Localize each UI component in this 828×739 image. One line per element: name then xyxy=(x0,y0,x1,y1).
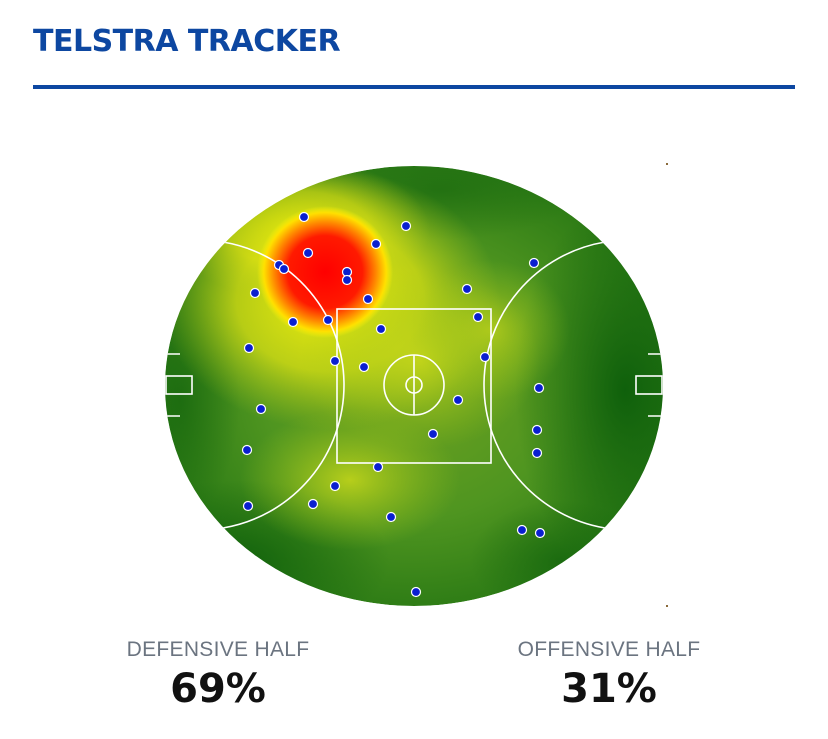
position-marker xyxy=(302,247,314,259)
position-marker xyxy=(427,428,439,440)
position-marker xyxy=(372,461,384,473)
offensive-half-label: OFFENSIVE HALF xyxy=(517,638,701,661)
offensive-half-value: 31% xyxy=(561,666,657,712)
centre-square xyxy=(336,308,492,464)
field-markings xyxy=(165,241,663,529)
position-marker xyxy=(329,355,341,367)
position-marker xyxy=(400,220,412,232)
position-marker xyxy=(278,263,290,275)
position-marker xyxy=(531,424,543,436)
position-marker xyxy=(287,316,299,328)
heat-layer xyxy=(165,166,663,606)
right-goal-square xyxy=(635,375,663,395)
position-marker xyxy=(298,211,310,223)
position-marker xyxy=(472,311,484,323)
position-marker xyxy=(329,480,341,492)
right-50m-arc xyxy=(483,241,606,529)
page-title: TELSTRA TRACKER xyxy=(33,24,341,59)
position-markers xyxy=(241,211,546,598)
position-marker xyxy=(452,394,464,406)
position-marker xyxy=(241,444,253,456)
position-marker xyxy=(341,274,353,286)
position-marker xyxy=(410,586,422,598)
position-marker xyxy=(461,283,473,295)
position-marker xyxy=(249,287,261,299)
left-goal-square xyxy=(165,375,193,395)
position-marker xyxy=(358,361,370,373)
position-marker xyxy=(307,498,319,510)
position-marker xyxy=(255,403,267,415)
position-marker xyxy=(375,323,387,335)
position-marker xyxy=(531,447,543,459)
position-marker xyxy=(242,500,254,512)
corner-mark xyxy=(666,163,668,165)
corner-mark xyxy=(666,605,668,607)
title-divider xyxy=(33,85,795,89)
position-marker xyxy=(533,382,545,394)
position-marker xyxy=(479,351,491,363)
position-marker xyxy=(243,342,255,354)
position-marker xyxy=(322,314,334,326)
position-marker xyxy=(385,511,397,523)
position-marker xyxy=(370,238,382,250)
position-marker xyxy=(516,524,528,536)
defensive-half-label: DEFENSIVE HALF xyxy=(126,638,310,661)
defensive-half-stat: DEFENSIVE HALF 69% xyxy=(88,638,348,712)
position-marker xyxy=(362,293,374,305)
position-marker xyxy=(528,257,540,269)
position-marker xyxy=(534,527,546,539)
offensive-half-stat: OFFENSIVE HALF 31% xyxy=(479,638,739,712)
defensive-half-value: 69% xyxy=(170,666,266,712)
